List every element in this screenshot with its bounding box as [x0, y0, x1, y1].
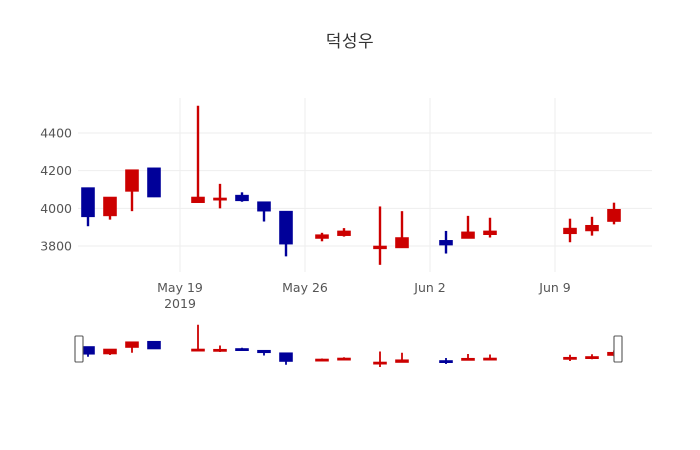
candlestick-series[interactable]	[81, 105, 621, 265]
candlestick[interactable]	[461, 215, 475, 239]
candlestick[interactable]	[439, 230, 453, 254]
candlestick[interactable]	[563, 218, 577, 243]
candlestick[interactable]	[191, 105, 205, 203]
candlestick[interactable]	[81, 187, 95, 227]
candlestick[interactable]	[315, 232, 329, 242]
navigator-handle-right[interactable]	[613, 335, 623, 363]
candlestick[interactable]	[235, 192, 249, 202]
x-tick-jun-2: Jun 2	[413, 280, 445, 295]
navigator-handle-left[interactable]	[74, 335, 84, 363]
x-tick-may-26: May 26	[282, 280, 328, 295]
horizontal-gridlines	[78, 132, 652, 247]
candlestick[interactable]	[483, 217, 497, 238]
navigator-range-handles[interactable]	[74, 335, 623, 363]
chart-title: 덕성우	[325, 32, 375, 52]
y-axis-tick-labels: 3800 4000 4200 4400	[40, 126, 72, 254]
candlestick	[337, 357, 351, 361]
candlestick	[147, 340, 161, 350]
candlestick[interactable]	[585, 216, 599, 236]
candlestick	[483, 354, 497, 361]
candlestick	[257, 349, 271, 356]
y-tick-4400: 4400	[40, 126, 72, 141]
x-tick-jun-9: Jun 9	[538, 280, 571, 295]
y-tick-3800: 3800	[40, 239, 72, 254]
y-tick-4200: 4200	[40, 163, 72, 178]
candlestick	[563, 354, 577, 361]
candlestick	[125, 341, 139, 353]
candlestick[interactable]	[147, 167, 161, 198]
candlestick	[585, 354, 599, 360]
candlestick[interactable]	[213, 183, 227, 209]
candlestick	[461, 354, 475, 361]
candlestick	[235, 347, 249, 352]
candlestick	[103, 348, 117, 355]
candlestick[interactable]	[395, 211, 409, 249]
x-tick-year: 2019	[164, 296, 196, 311]
vertical-gridlines	[179, 98, 556, 272]
navigator-candlestick-series	[81, 324, 621, 367]
candlestick[interactable]	[337, 228, 351, 237]
candlestick	[279, 352, 293, 365]
candlestick	[315, 358, 329, 362]
candlestick[interactable]	[607, 202, 621, 225]
y-tick-4000: 4000	[40, 201, 72, 216]
candlestick	[395, 352, 409, 363]
x-tick-may-19: May 19	[157, 280, 203, 295]
candlestick[interactable]	[373, 206, 387, 265]
candlestick[interactable]	[103, 196, 117, 220]
candlestick	[191, 324, 205, 352]
candlestick[interactable]	[279, 210, 293, 257]
candlestick	[213, 345, 227, 352]
candlestick	[439, 358, 453, 364]
candlestick	[373, 351, 387, 367]
candlestick[interactable]	[125, 169, 139, 212]
candlestick[interactable]	[257, 201, 271, 222]
